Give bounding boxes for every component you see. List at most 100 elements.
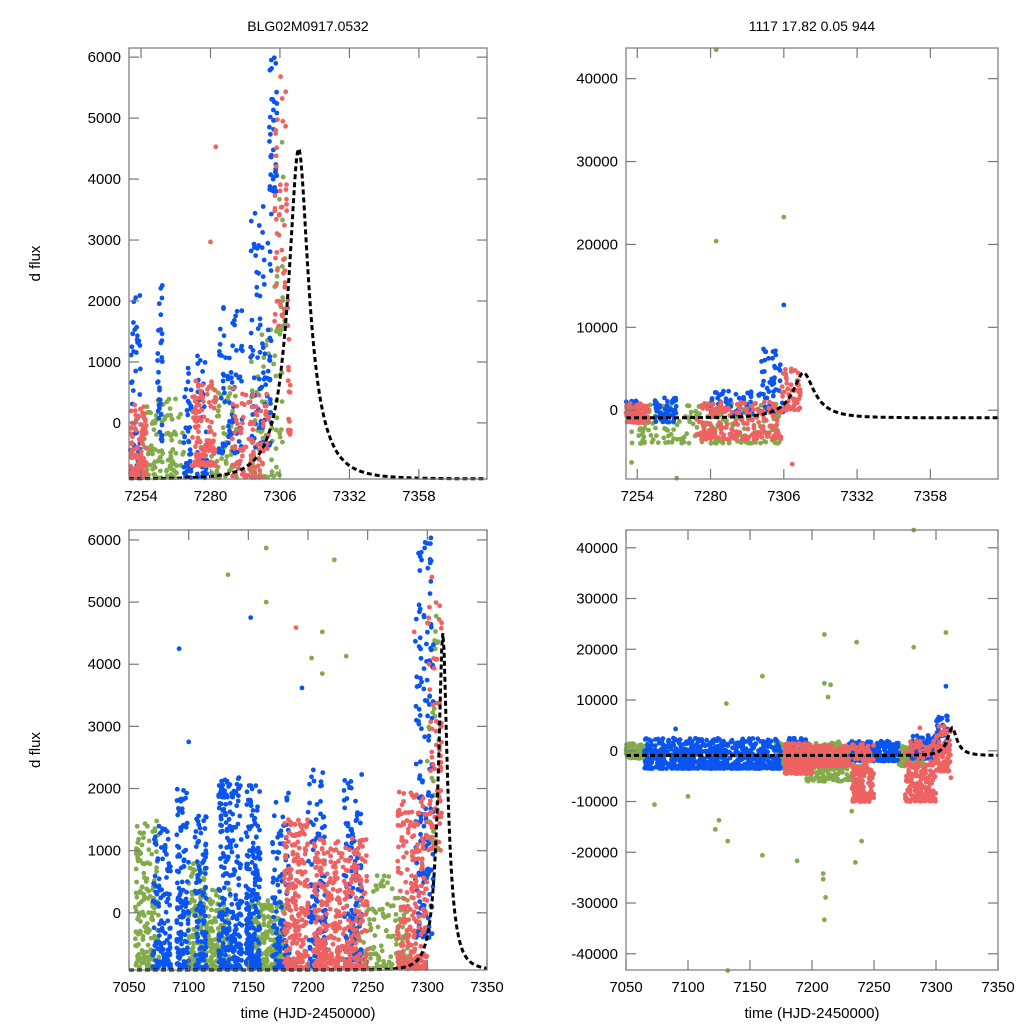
point-blue [200,369,206,374]
point-blue [184,889,190,895]
point-blue [167,902,173,908]
point-blue [232,947,237,953]
point-blue [254,808,260,813]
point-red [357,921,363,927]
point-red [420,803,426,809]
point-red [629,419,634,425]
point-red [290,935,296,940]
point-red [286,336,292,342]
point-blue [310,767,316,773]
point-green [280,174,286,180]
point-red [285,297,291,303]
point-blue [176,852,182,858]
point-blue [414,684,420,689]
point-blue [250,852,256,858]
point-red [710,401,716,407]
point-red [319,902,325,908]
point-green [385,901,390,907]
point-green [272,353,278,359]
point-red [427,687,433,692]
point-green [258,429,264,435]
point-green [252,917,257,922]
point-green [146,838,152,844]
point-red [404,890,410,895]
point-red [412,946,418,952]
point-red [403,917,409,923]
point-red [739,417,745,423]
point-blue [673,403,679,409]
point-red [321,851,327,856]
point-blue [430,642,436,648]
point-blue [421,613,427,618]
point-red [364,951,369,957]
point-blue [308,919,314,925]
point-blue [418,817,424,823]
point-blue [274,877,280,883]
point-blue [250,840,256,846]
point-blue [246,904,252,910]
point-green [666,433,671,439]
point-blue [185,412,191,418]
point-blue [198,830,204,836]
outlier-point-green [713,238,719,244]
plot-frame [128,47,488,480]
point-blue [251,911,257,916]
point-blue [237,921,242,927]
point-green [264,956,269,962]
point-green [214,413,220,419]
point-red [319,884,325,890]
point-blue [203,814,209,820]
point-red [328,961,334,967]
point-green [249,388,255,394]
point-green [267,948,273,954]
point-red [141,412,147,418]
y-tick-label: 6000 [88,532,121,549]
point-blue [200,929,205,935]
point-blue [311,916,317,921]
point-blue [268,268,274,273]
point-blue [160,856,166,862]
point-blue [237,934,243,939]
point-green [712,440,717,446]
point-green [680,435,686,441]
point-blue [261,257,267,263]
outlier-point-green [674,475,680,481]
point-red [362,928,368,933]
point-blue [257,962,263,967]
point-red [634,419,639,425]
point-blue [165,836,171,842]
point-red [133,417,139,423]
point-blue [428,624,434,630]
point-blue [235,449,240,455]
point-blue [232,936,238,942]
outlier-point-green [629,460,634,465]
point-red [193,405,198,410]
point-red [318,865,324,871]
point-blue [309,774,314,780]
point-red [415,842,420,847]
point-red [396,932,401,938]
point-red [264,391,270,397]
point-blue [192,834,198,840]
point-red [205,387,210,392]
point-red [338,913,343,919]
point-green [134,960,139,966]
point-green [433,613,439,619]
point-blue [229,901,235,907]
point-blue [256,223,262,228]
point-red [744,406,750,412]
point-blue [319,825,325,831]
point-blue [312,953,317,959]
point-red [284,834,289,840]
point-red [236,466,241,471]
point-blue [156,415,162,421]
point-green [435,639,441,645]
point-blue [776,366,782,371]
point-blue [196,920,201,925]
point-blue [158,412,164,417]
point-red [775,431,781,436]
point-blue [267,139,272,144]
point-red [351,927,357,933]
point-blue [155,379,161,384]
point-blue [155,358,161,363]
